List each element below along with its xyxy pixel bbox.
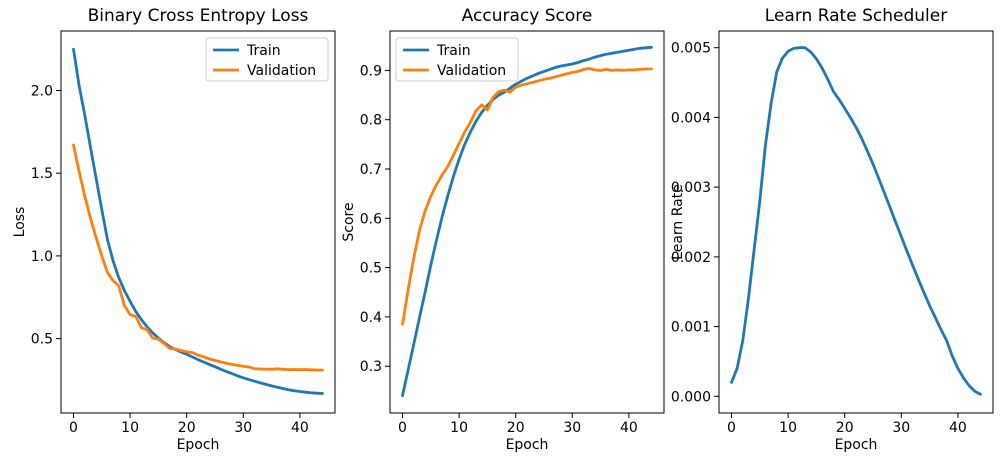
chart-title: Accuracy Score — [462, 6, 593, 26]
y-axis-tick-label: 0.9 — [360, 63, 382, 79]
x-axis-tick-label: 10 — [121, 420, 139, 436]
y-axis-label: Loss — [12, 207, 28, 238]
x-axis-label: Epoch — [177, 437, 220, 453]
x-axis-tick-label: 40 — [949, 420, 967, 436]
y-axis-tick-label: 0.6 — [360, 211, 382, 227]
legend-label-train: Train — [246, 43, 281, 59]
series-line-learn-rate — [730, 46, 982, 396]
legend-label-validation: Validation — [247, 63, 316, 79]
plot-frame — [60, 30, 336, 414]
y-axis-tick-label: 0.3 — [360, 359, 382, 375]
legend-label-validation: Validation — [437, 63, 506, 79]
y-axis-tick-label: 0.002 — [671, 250, 711, 266]
y-axis-label: Learn Rate — [670, 184, 686, 260]
x-axis-tick-label: 0 — [398, 420, 407, 436]
x-axis-tick-label: 30 — [234, 420, 252, 436]
plot-frame — [718, 30, 994, 414]
series-line-train — [72, 47, 324, 395]
y-axis-tick-label: 2.0 — [31, 84, 53, 100]
x-axis-label: Epoch — [506, 437, 549, 453]
x-axis-tick-label: 20 — [836, 420, 854, 436]
series-line-validation — [72, 143, 324, 372]
x-axis-tick-label: 0 — [69, 420, 78, 436]
x-axis-label: Epoch — [835, 437, 878, 453]
y-axis-tick-label: 0.7 — [360, 162, 382, 178]
y-axis-tick-label: 0.004 — [671, 110, 711, 126]
legend: Train Validation — [205, 37, 329, 82]
chart-accuracy-score: 0 10 20 30 40 0.3 0.4 0.5 0.6 0.7 0.8 0.9 Accuracy S… — [341, 6, 665, 453]
x-axis-tick-label: 30 — [892, 420, 910, 436]
y-axis-label: Score — [341, 202, 357, 241]
y-axis-tick-label: 1.5 — [31, 166, 53, 182]
x-axis-tick-label: 20 — [178, 420, 196, 436]
chart-binary-cross-entropy-loss: 0 10 20 30 40 0.5 1.0 1.5 2.0 Binary Cross Entrop… — [12, 6, 336, 453]
x-axis-tick-label: 10 — [450, 420, 468, 436]
plot-frame — [389, 30, 665, 414]
x-axis-tick-label: 0 — [727, 420, 736, 436]
y-axis-tick-label: 0.5 — [31, 332, 53, 348]
legend: Train Validation — [395, 37, 519, 82]
chart-title: Binary Cross Entropy Loss — [88, 6, 309, 26]
x-axis-tick-label: 40 — [620, 420, 638, 436]
y-axis-tick-label: 0.001 — [671, 320, 711, 336]
y-axis-tick-label: 0.5 — [360, 261, 382, 277]
legend-label-train: Train — [436, 43, 471, 59]
chart-title: Learn Rate Scheduler — [765, 6, 947, 26]
y-axis-tick-label: 0.4 — [360, 310, 382, 326]
series-line-validation — [401, 67, 653, 326]
x-axis-tick-label: 40 — [291, 420, 309, 436]
y-axis-tick-label: 0.003 — [671, 180, 711, 196]
y-axis-tick-label: 0.005 — [671, 41, 711, 57]
y-axis-tick-label: 0.000 — [671, 389, 711, 405]
x-axis-tick-label: 30 — [563, 420, 581, 436]
x-axis-tick-label: 10 — [779, 420, 797, 436]
chart-learn-rate-scheduler: 0 10 20 30 40 0.000 0.001 0.002 0.003 0.004 0.005 L… — [670, 6, 994, 453]
y-axis-tick-label: 0.8 — [360, 113, 382, 129]
x-axis-tick-label: 20 — [507, 420, 525, 436]
y-axis-tick-label: 1.0 — [31, 249, 53, 265]
series-line-train — [401, 45, 653, 398]
